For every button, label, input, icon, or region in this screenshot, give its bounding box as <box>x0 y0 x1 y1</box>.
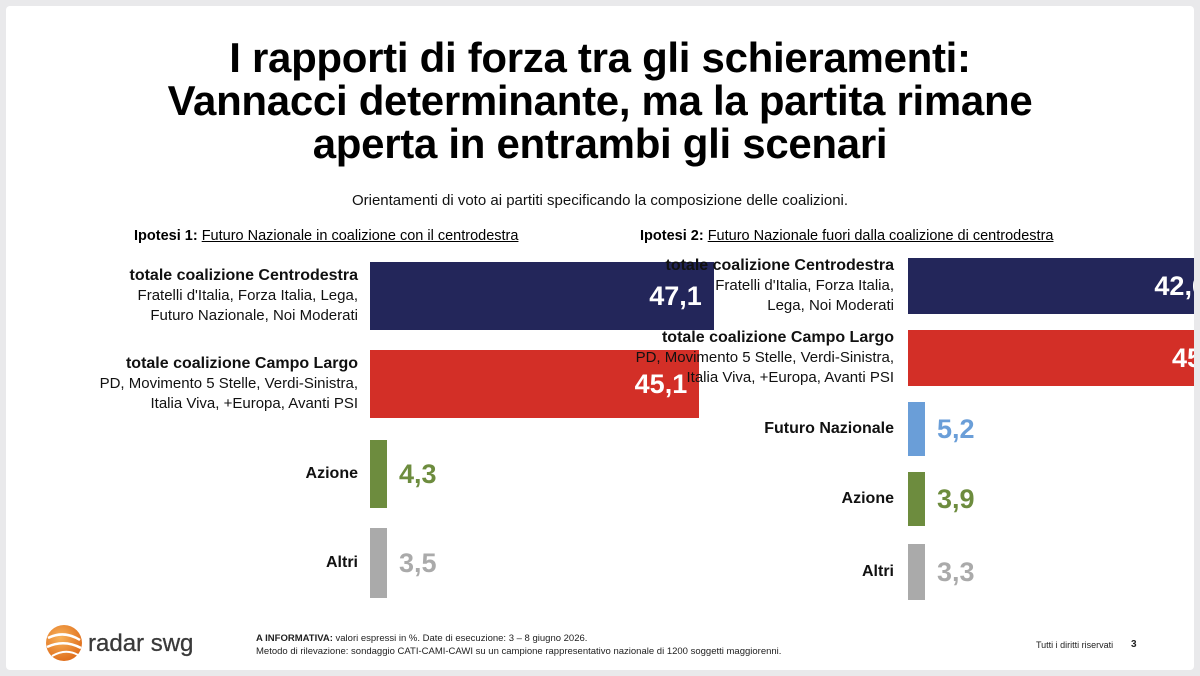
bar <box>908 544 925 600</box>
category-sub-label: Lega, Noi Moderati <box>767 297 894 314</box>
chart-1-heading: Ipotesi 1: Futuro Nazionale in coalizion… <box>134 228 518 244</box>
category-sub-label: Italia Viva, +Europa, Avanti PSI <box>686 369 895 386</box>
category-label: totale coalizione Campo Largo PD, Movimen… <box>38 354 358 414</box>
title-line: I rapporti di forza tra gli schieramenti… <box>229 34 971 81</box>
title-line: aperta in entrambi gli scenari <box>312 120 888 167</box>
bar <box>908 472 925 526</box>
bar <box>370 262 714 330</box>
bar <box>908 402 925 456</box>
chart-1-heading-text: Futuro Nazionale in coalizione con il ce… <box>201 228 519 244</box>
chart-2-heading: Ipotesi 2: Futuro Nazionale fuori dalla … <box>640 228 1053 244</box>
category-main-label: totale coalizione Centrodestra <box>665 257 895 274</box>
data-label: 5,2 <box>937 414 975 444</box>
data-label: 45,1 <box>634 369 688 399</box>
data-label: 3,9 <box>937 484 975 514</box>
bar <box>370 440 387 508</box>
category-label: Azione <box>305 465 358 482</box>
data-label: 3,5 <box>399 548 437 578</box>
category-sub-label: Fratelli d'Italia, Forza Italia, Lega, <box>137 287 358 304</box>
chart-2-heading-prefix: Ipotesi 2: <box>640 228 704 244</box>
data-label: 45,0 <box>1171 343 1194 373</box>
category-label: Altri <box>862 563 894 580</box>
note-line-1: valori espressi in %. Date di esecuzione… <box>332 633 588 644</box>
note-bold: A INFORMATIVA: <box>256 633 333 644</box>
subtitle: Orientamenti di voto ai partiti specific… <box>351 192 849 209</box>
data-label: 3,3 <box>937 557 975 587</box>
category-main-label: totale coalizione Centrodestra <box>129 267 359 284</box>
category-sub-label: PD, Movimento 5 Stelle, Verdi-Sinistra, <box>635 349 894 366</box>
category-main-label: totale coalizione Campo Largo <box>661 329 894 346</box>
category-sub-label: PD, Movimento 5 Stelle, Verdi-Sinistra, <box>99 375 358 392</box>
bar <box>370 350 700 418</box>
category-label: Futuro Nazionale <box>764 420 894 437</box>
category-label: totale coalizione Campo Largo PD, Movimen… <box>574 328 894 388</box>
chart-1-heading-prefix: Ipotesi 1: <box>134 228 198 244</box>
bar <box>908 258 1194 314</box>
page-number: 3 <box>1131 639 1137 650</box>
category-label: Azione <box>841 490 894 507</box>
page-title: I rapporti di forza tra gli schieramenti… <box>6 36 1194 165</box>
slide: I rapporti di forza tra gli schieramenti… <box>6 6 1194 670</box>
rights-text: Tutti i diritti riservati <box>1036 640 1114 650</box>
logo-text: radar swg <box>88 630 193 657</box>
data-label: 42,6 <box>1154 271 1194 301</box>
title-line: Vannacci determinante, ma la partita rim… <box>167 77 1033 124</box>
category-label: totale coalizione Centrodestra Fratelli d… <box>38 266 359 326</box>
category-sub-label: Fratelli d'Italia, Forza Italia, <box>715 277 894 294</box>
category-sub-label: Italia Viva, +Europa, Avanti PSI <box>150 395 359 412</box>
methodology-note: A INFORMATIVA: valori espressi in %. Dat… <box>256 632 781 658</box>
chart-2-heading-text: Futuro Nazionale fuori dalla coalizione … <box>707 228 1054 244</box>
bar <box>370 528 387 598</box>
data-label: 47,1 <box>649 281 702 311</box>
note-line-2: Metodo di rilevazione: sondaggio CATI-CA… <box>256 646 782 657</box>
category-label: totale coalizione Centrodestra Fratelli d… <box>574 256 895 316</box>
category-sub-label: Futuro Nazionale, Noi Moderati <box>150 307 358 324</box>
category-label: Altri <box>326 554 358 571</box>
data-label: 4,3 <box>399 459 437 489</box>
bar <box>908 330 1194 386</box>
category-main-label: totale coalizione Campo Largo <box>125 355 358 372</box>
radar-swg-logo: radar swg <box>46 625 194 661</box>
